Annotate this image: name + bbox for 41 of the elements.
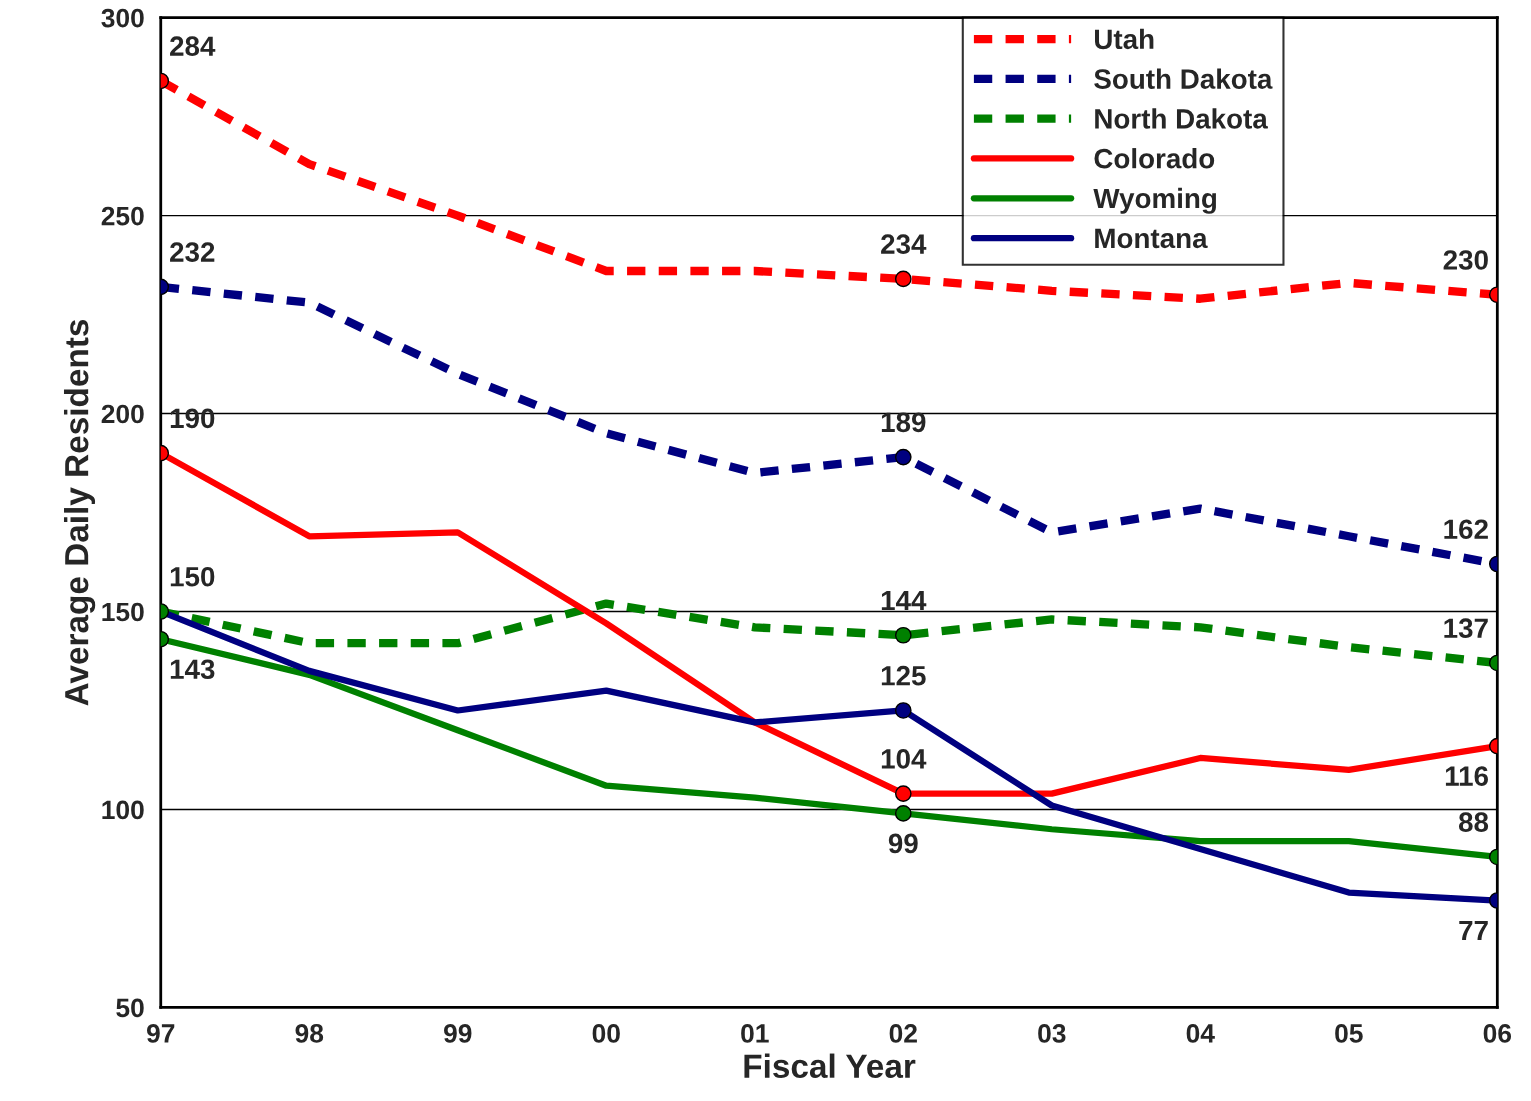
legend-label: Wyoming (1093, 187, 1216, 214)
legend-label: Colorado (1094, 148, 1215, 169)
y-tick-label: 50 (116, 998, 144, 1018)
legend-label: North Dakota (1095, 108, 1268, 129)
data-label: 137 (1444, 618, 1488, 639)
data-label: 99 (888, 833, 918, 854)
data-label: 144 (881, 590, 927, 611)
data-label: 125 (881, 665, 926, 686)
data-label: 190 (170, 408, 215, 429)
legend-label: Montana (1095, 228, 1208, 249)
x-tick-label: 06 (1483, 1024, 1512, 1043)
x-tick-label: 98 (295, 1024, 324, 1043)
x-tick-label: 05 (1335, 1024, 1363, 1043)
y-axis-title: Average Daily Residents (63, 319, 96, 706)
data-label: 104 (881, 749, 927, 769)
data-label: 284 (170, 36, 216, 57)
legend-label: South Dakota (1094, 68, 1273, 89)
data-label: 234 (881, 234, 927, 255)
x-tick-label: 00 (592, 1024, 620, 1043)
x-tick-label: 01 (741, 1024, 769, 1043)
data-label: 189 (881, 412, 926, 433)
x-tick-label: 02 (889, 1024, 917, 1043)
y-tick-label: 200 (101, 404, 144, 424)
data-label: 162 (1444, 519, 1488, 540)
data-label: 88 (1458, 812, 1489, 833)
data-label: 77 (1459, 920, 1488, 941)
data-label: 150 (170, 566, 215, 587)
x-tick-label: 97 (147, 1024, 175, 1043)
x-tick-label: 03 (1038, 1024, 1066, 1043)
y-tick-label: 250 (101, 206, 144, 226)
data-label: 143 (170, 659, 215, 680)
x-axis-title: Fiscal Year (744, 1053, 916, 1079)
y-tick-label: 100 (102, 800, 144, 820)
x-tick-label: 99 (444, 1024, 472, 1043)
data-label: 232 (170, 242, 215, 262)
data-label: 230 (1443, 250, 1488, 270)
x-tick-label: 04 (1186, 1024, 1215, 1043)
legend-label: Utah (1095, 28, 1154, 50)
y-tick-label: 150 (102, 602, 144, 622)
data-label: 116 (1445, 766, 1488, 786)
y-tick-label: 300 (101, 8, 144, 28)
